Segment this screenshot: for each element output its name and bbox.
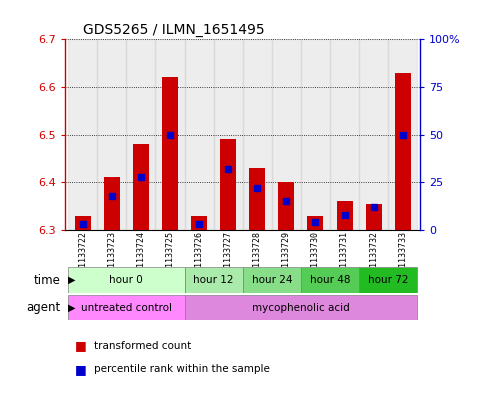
Bar <box>185 267 243 293</box>
Text: GDS5265 / ILMN_1651495: GDS5265 / ILMN_1651495 <box>83 23 265 37</box>
Bar <box>366 204 382 230</box>
Bar <box>185 295 417 320</box>
Text: ■: ■ <box>75 339 86 353</box>
Bar <box>308 216 324 230</box>
Text: transformed count: transformed count <box>94 341 191 351</box>
Bar <box>220 140 236 230</box>
Bar <box>68 39 97 230</box>
Text: percentile rank within the sample: percentile rank within the sample <box>94 364 270 375</box>
Bar <box>162 77 178 230</box>
Bar <box>272 39 301 230</box>
Bar <box>337 201 353 230</box>
Bar <box>359 39 388 230</box>
Bar <box>213 39 243 230</box>
Bar <box>301 267 359 293</box>
Bar <box>243 267 301 293</box>
Text: hour 12: hour 12 <box>193 275 234 285</box>
Bar <box>156 39 185 230</box>
Bar <box>133 144 149 230</box>
Bar <box>301 39 330 230</box>
Text: ▶: ▶ <box>68 275 75 285</box>
Text: hour 72: hour 72 <box>368 275 409 285</box>
Bar <box>68 295 185 320</box>
Bar <box>104 178 120 230</box>
Bar <box>127 39 156 230</box>
Text: agent: agent <box>26 301 60 314</box>
Bar <box>75 216 91 230</box>
Bar <box>388 39 417 230</box>
Text: hour 48: hour 48 <box>310 275 350 285</box>
Bar <box>249 168 265 230</box>
Bar <box>395 73 411 230</box>
Bar <box>97 39 127 230</box>
Text: ▶: ▶ <box>68 303 75 312</box>
Text: ■: ■ <box>75 363 86 376</box>
Bar <box>243 39 272 230</box>
Bar <box>278 182 294 230</box>
Text: time: time <box>33 274 60 286</box>
Text: mycophenolic acid: mycophenolic acid <box>252 303 350 312</box>
Bar <box>185 39 213 230</box>
Text: untreated control: untreated control <box>81 303 172 312</box>
Bar <box>330 39 359 230</box>
Text: hour 24: hour 24 <box>252 275 292 285</box>
Bar <box>359 267 417 293</box>
Bar <box>68 267 185 293</box>
Text: hour 0: hour 0 <box>110 275 143 285</box>
Bar <box>191 216 207 230</box>
